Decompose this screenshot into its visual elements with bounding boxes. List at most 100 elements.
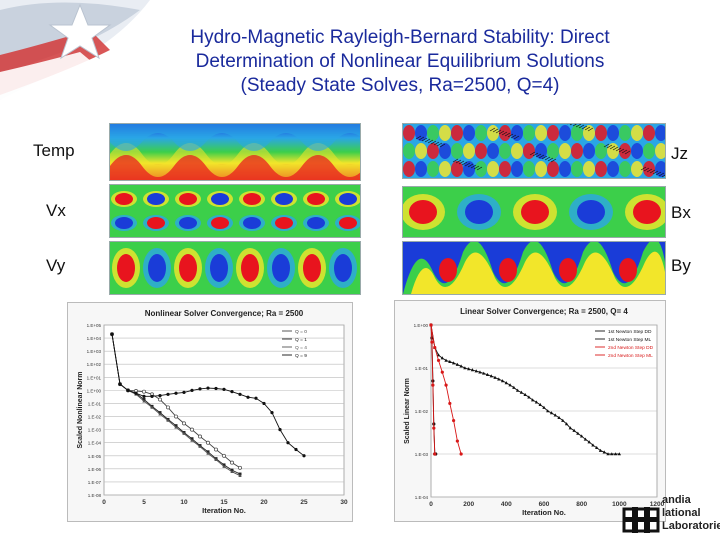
y-tick-label: 1.E-07 — [88, 480, 102, 485]
data-point — [463, 366, 467, 370]
data-point — [166, 392, 170, 396]
x-tick-label: 0 — [102, 499, 106, 506]
temp-field-image — [109, 123, 361, 181]
data-point — [166, 405, 170, 410]
legend-entry: Q = 0 — [295, 329, 307, 335]
y-tick-label: 1.E+01 — [87, 375, 102, 380]
data-point — [617, 452, 622, 456]
x-tick-label: 200 — [463, 501, 474, 508]
data-point — [174, 391, 178, 395]
data-point — [538, 402, 542, 407]
data-point — [572, 428, 576, 432]
x-tick-label: 400 — [501, 501, 512, 508]
data-point — [440, 370, 444, 374]
data-point — [436, 353, 441, 357]
jz-label: Jz — [671, 144, 688, 163]
chart-title: Nonlinear Solver Convergence; Ra = 2500 — [145, 309, 304, 318]
data-point — [508, 383, 512, 387]
data-point — [504, 381, 509, 385]
data-point — [531, 398, 535, 402]
x-tick-label: 25 — [300, 499, 308, 506]
data-point — [595, 445, 599, 450]
data-point — [452, 418, 456, 423]
data-point — [206, 440, 210, 445]
data-point — [238, 465, 242, 470]
data-point — [182, 431, 186, 435]
data-point — [126, 388, 130, 392]
y-tick-label: 1.E-06 — [88, 467, 102, 472]
data-point — [190, 388, 194, 392]
x-tick-label: 1000 — [612, 501, 627, 508]
y-tick-label: 1.E-01 — [415, 366, 429, 371]
data-point — [448, 359, 452, 364]
data-point — [568, 426, 573, 430]
y-tick-label: 1.E+05 — [87, 323, 102, 328]
x-axis-label: Iteration No. — [522, 508, 566, 517]
data-point — [262, 401, 266, 406]
data-point — [470, 368, 475, 372]
legend-entry: 2nd Newton Step ML — [608, 353, 653, 359]
data-point — [482, 371, 486, 375]
data-point — [214, 386, 218, 391]
data-point — [198, 444, 202, 448]
bx-field-image — [402, 186, 666, 238]
data-point — [557, 415, 561, 419]
data-point — [591, 443, 595, 447]
vx-label: Vx — [46, 201, 66, 220]
data-point — [270, 411, 274, 415]
logo-line-2: lational — [662, 507, 701, 519]
chart-title: Linear Solver Convergence; Ra = 2500, Q=… — [460, 307, 628, 316]
data-point — [431, 383, 435, 387]
data-point — [222, 387, 226, 391]
vy-field-image — [109, 241, 361, 295]
data-point — [451, 361, 456, 365]
x-tick-label: 15 — [220, 499, 228, 506]
data-point — [433, 452, 437, 456]
y-tick-label: 1.E+04 — [87, 336, 102, 341]
data-point — [230, 390, 234, 394]
data-point — [440, 356, 444, 360]
data-point — [489, 374, 493, 378]
data-point — [278, 428, 282, 432]
data-point — [606, 452, 610, 456]
data-point — [198, 387, 202, 391]
data-point — [515, 388, 520, 392]
data-point — [190, 427, 194, 432]
by-field-image — [402, 241, 666, 295]
data-point — [485, 372, 490, 376]
y-tick-label: 1.E-03 — [415, 452, 429, 457]
thunderbird-icon — [622, 507, 660, 533]
data-point — [158, 397, 162, 402]
linear-convergence-chart: Linear Solver Convergence; Ra = 2500, Q=… — [394, 300, 666, 522]
x-tick-label: 20 — [260, 499, 268, 506]
legend-entry: Q = 4 — [295, 345, 307, 351]
data-point — [534, 400, 539, 404]
plot-area — [103, 324, 345, 496]
vx-field-image — [109, 184, 361, 238]
y-tick-label: 1.E-08 — [88, 493, 102, 498]
x-tick-label: 800 — [576, 501, 587, 508]
data-point — [542, 405, 546, 409]
data-point — [459, 452, 463, 456]
data-point — [222, 453, 226, 458]
data-point — [246, 395, 250, 399]
y-tick-label: 1.E-02 — [415, 409, 429, 414]
data-point — [206, 386, 210, 390]
data-point — [576, 431, 580, 435]
data-point — [222, 464, 226, 468]
data-point — [142, 399, 146, 403]
data-point — [182, 421, 186, 426]
data-point — [150, 405, 154, 409]
data-point — [174, 425, 178, 429]
data-point — [519, 390, 524, 394]
data-point — [214, 447, 218, 452]
logo-line-3: Laboratories — [662, 520, 720, 532]
x-tick-label: 0 — [429, 501, 433, 508]
data-point — [238, 473, 242, 477]
bx-label: Bx — [671, 203, 691, 222]
logo-line-1: andia — [662, 494, 691, 506]
data-point — [579, 434, 584, 438]
data-point — [158, 393, 162, 398]
data-point — [238, 392, 242, 396]
data-point — [523, 392, 527, 396]
